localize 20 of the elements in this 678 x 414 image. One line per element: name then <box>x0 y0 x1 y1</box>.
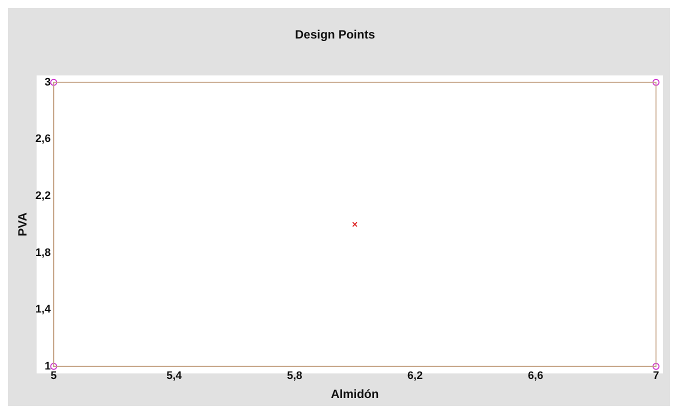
x-tick-label: 5 <box>50 370 57 382</box>
x-tick-label: 7 <box>652 370 660 382</box>
point <box>652 362 660 370</box>
chart-title: Design Points <box>294 28 376 42</box>
point <box>652 78 660 86</box>
point <box>50 78 58 86</box>
y-tick-label: 2,6 <box>35 133 51 146</box>
y-tick-label: 2,2 <box>35 190 51 202</box>
y-tick-label: 3 <box>44 76 51 88</box>
y-tick-label: 1,4 <box>35 304 52 316</box>
x-axis-title: Almidón <box>330 387 379 402</box>
x-tick-label: 5,8 <box>286 370 302 382</box>
y-tick-label: 1,8 <box>35 246 51 259</box>
x-tick-label: 6,6 <box>528 370 544 382</box>
x-tick-label: 5,4 <box>166 370 183 382</box>
y-tick-label: 1 <box>44 360 51 372</box>
x-tick-label: 6,2 <box>407 370 423 382</box>
point <box>50 362 58 370</box>
y-axis-title: PVA <box>16 212 30 236</box>
point <box>352 222 358 228</box>
